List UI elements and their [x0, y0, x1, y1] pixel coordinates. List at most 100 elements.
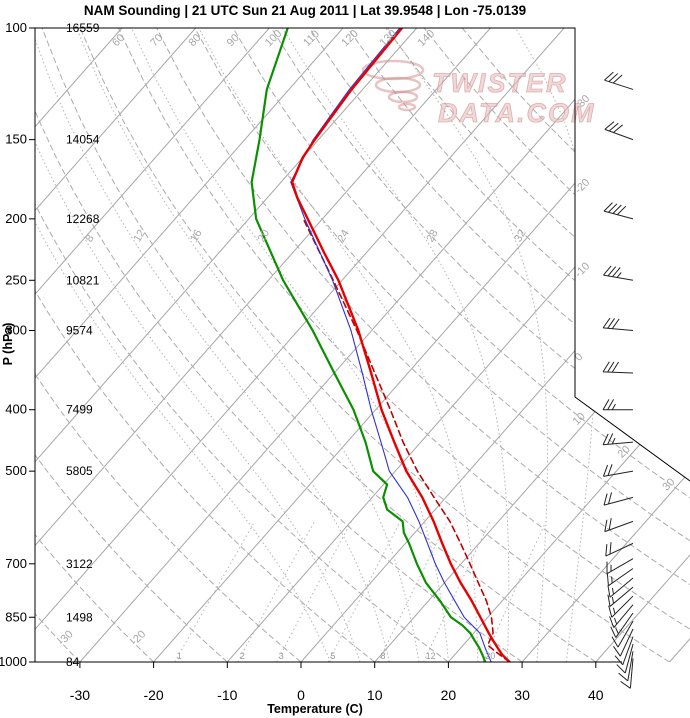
isotherm-line	[448, 28, 690, 662]
wind-barb	[614, 636, 634, 666]
dry-adiabat-line	[347, 28, 690, 662]
dry-adiabat-label: 110	[301, 28, 322, 49]
isotherm-line	[153, 28, 690, 662]
pressure-tick-label: 200	[5, 211, 27, 226]
temperature-tick-label: -30	[70, 687, 90, 703]
wind-barb	[603, 265, 634, 281]
temperature-tick-label: 0	[297, 687, 305, 703]
moist-adiabat-label: 12	[131, 228, 148, 245]
height-label: 16559	[66, 21, 100, 35]
pressure-tick-label: 700	[5, 556, 27, 571]
temperature-tick-label: -10	[217, 687, 237, 703]
wind-barb	[602, 361, 634, 374]
wind-barb	[618, 651, 634, 682]
dry-adiabat-label: 130	[377, 28, 398, 49]
dry-adiabat-line	[35, 28, 449, 662]
isotherm-line	[595, 28, 690, 662]
tornado-icon	[387, 90, 419, 104]
isotherm-line	[35, 28, 344, 662]
dry-adiabat-label: -20	[129, 628, 149, 648]
wind-barb	[613, 628, 634, 657]
wind-barb	[604, 71, 634, 90]
mixing-ratio-label: 2	[240, 651, 245, 661]
height-label: 7499	[66, 403, 93, 417]
moist-adiabat-line	[189, 28, 479, 662]
dry-adiabat-line	[35, 28, 302, 662]
mixing-ratio-label: 12	[426, 651, 436, 661]
temperature-tick-label: 30	[514, 687, 530, 703]
moist-adiabat-line	[272, 28, 510, 662]
page-title: NAM Sounding | 21 UTC Sun 21 Aug 2011 | …	[83, 3, 527, 18]
mixing-ratio-line	[423, 521, 491, 662]
wind-barb	[605, 542, 634, 557]
isotherm-line	[79, 28, 639, 662]
moist-adiabat-label: 32	[512, 228, 529, 245]
mixing-ratio-line	[237, 521, 315, 662]
wind-barb	[602, 464, 634, 477]
wind-barb	[603, 202, 634, 220]
tornado-icon	[397, 102, 417, 112]
mixing-ratio-line	[378, 521, 448, 662]
sounding-profiles	[250, 28, 511, 662]
mixing-ratio-line	[482, 521, 547, 662]
wind-barb	[611, 620, 634, 648]
height-label: 14054	[66, 133, 100, 147]
mixing-ratio-label: 8	[380, 651, 385, 661]
wind-barb	[608, 595, 634, 618]
dry-adiabat-label: 80	[186, 32, 203, 49]
plot-border-top-right	[35, 27, 690, 482]
dry-adiabat-label: 70	[148, 32, 165, 49]
wind-barb	[616, 643, 634, 674]
temperature-tick-label: 10	[367, 687, 383, 703]
moist-adiabat-line	[67, 28, 420, 662]
mixing-ratio-label: 20	[485, 651, 495, 661]
pressure-tick-label: 850	[5, 609, 27, 624]
temperature-curve	[290, 28, 511, 662]
dry-adiabat-line	[35, 28, 376, 662]
height-label: 12268	[66, 212, 100, 226]
pressure-tick-label: 400	[5, 402, 27, 417]
dry-adiabat-label: -30	[56, 628, 76, 648]
dry-adiabat-line	[35, 28, 154, 662]
height-label: 9574	[66, 323, 93, 337]
wind-barb	[609, 604, 634, 628]
wind-barb	[607, 577, 634, 598]
dry-adiabat-line	[117, 28, 690, 662]
temperature-tick-label: 40	[588, 687, 604, 703]
temperature-tick-label: -20	[143, 687, 163, 703]
temperature-tick-label: 20	[441, 687, 457, 703]
moist-adiabat-label: 8	[83, 233, 96, 244]
dry-adiabat-label: 120	[339, 28, 360, 49]
moist-adiabat-line	[35, 28, 331, 662]
height-label: 3122	[66, 557, 93, 571]
dry-adiabat-line	[79, 28, 670, 662]
isotherm-line	[35, 28, 270, 662]
moist-adiabat-label: 28	[424, 228, 441, 245]
isotherm-line	[35, 28, 491, 662]
y-axis-title: P (hPa)	[1, 322, 15, 366]
pressure-tick-label: 150	[5, 132, 27, 147]
x-axis-title: Temperature (C)	[267, 702, 363, 716]
dry-adiabat-label: 140	[416, 28, 437, 49]
mixing-ratio-line	[174, 521, 256, 662]
dewpoint-curve	[250, 28, 487, 662]
pressure-tick-label: 1000	[0, 654, 27, 669]
wind-barb	[606, 558, 634, 575]
watermark-line2: DATA.COM	[438, 98, 595, 128]
height-label: 5805	[66, 464, 93, 478]
moist-adiabat-label: 16	[188, 228, 205, 245]
wind-barb	[610, 612, 634, 638]
pressure-tick-label: 250	[5, 272, 27, 287]
dry-adiabat-label: 90	[225, 32, 242, 49]
dry-adiabat-line	[156, 28, 690, 662]
mixing-ratio-label: 3	[279, 651, 284, 661]
parcel_path-curve	[302, 218, 511, 662]
mixing-ratio-line	[327, 521, 401, 662]
wind-barb-column	[602, 71, 634, 689]
dry-adiabat-line	[309, 28, 690, 662]
wind-barb	[603, 492, 634, 506]
isotherm-label: 10	[571, 411, 588, 428]
